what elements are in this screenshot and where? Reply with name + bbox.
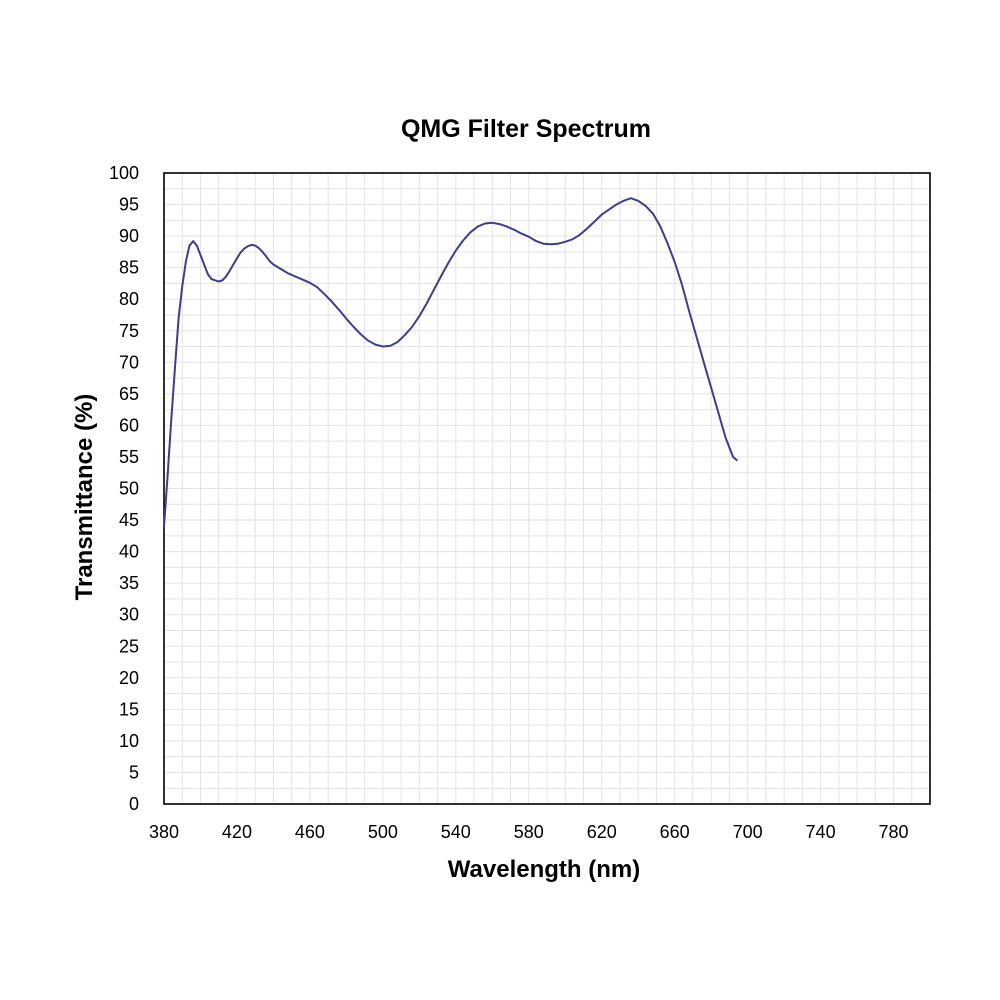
series-line bbox=[163, 197, 738, 528]
y-tick-label: 50 bbox=[119, 479, 139, 499]
y-tick-label: 65 bbox=[119, 384, 139, 404]
x-tick-label: 500 bbox=[368, 822, 398, 842]
y-tick-label: 40 bbox=[119, 542, 139, 562]
x-tick-label: 460 bbox=[295, 822, 325, 842]
gridlines bbox=[164, 173, 930, 804]
x-axis-label: Wavelength (nm) bbox=[448, 856, 640, 883]
y-tick-label: 100 bbox=[109, 163, 139, 183]
y-tick-label: 5 bbox=[129, 762, 139, 782]
y-tick-label: 60 bbox=[119, 415, 139, 435]
y-tick-label: 75 bbox=[119, 321, 139, 341]
x-tick-label: 660 bbox=[660, 822, 690, 842]
y-axis-label: Transmittance (%) bbox=[71, 394, 98, 601]
y-tick-label: 45 bbox=[119, 510, 139, 530]
y-tick-label: 90 bbox=[119, 226, 139, 246]
x-tick-label: 540 bbox=[441, 822, 471, 842]
y-tick-label: 10 bbox=[119, 731, 139, 751]
x-tick-labels: 380 420 460 500 540 580 620 660 700 740 780 bbox=[149, 822, 909, 842]
y-tick-label: 70 bbox=[119, 352, 139, 372]
y-tick-label: 0 bbox=[129, 794, 139, 814]
chart-title: QMG Filter Spectrum bbox=[401, 115, 651, 143]
x-tick-label: 780 bbox=[879, 822, 909, 842]
y-tick-label: 20 bbox=[119, 668, 139, 688]
y-tick-labels: 0 5 10 15 20 25 30 35 40 45 50 55 60 65 70 75 80 85 90 95 10… bbox=[109, 163, 139, 814]
y-tick-label: 85 bbox=[119, 258, 139, 278]
y-tick-label: 15 bbox=[119, 699, 139, 719]
y-tick-label: 35 bbox=[119, 573, 139, 593]
y-tick-label: 55 bbox=[119, 447, 139, 467]
x-tick-label: 380 bbox=[149, 822, 179, 842]
y-tick-label: 25 bbox=[119, 636, 139, 656]
y-tick-label: 30 bbox=[119, 605, 139, 625]
x-tick-label: 740 bbox=[806, 822, 836, 842]
x-tick-label: 620 bbox=[587, 822, 617, 842]
series-layer bbox=[163, 197, 738, 528]
y-tick-label: 80 bbox=[119, 289, 139, 309]
y-tick-label: 95 bbox=[119, 195, 139, 215]
x-tick-label: 700 bbox=[733, 822, 763, 842]
x-tick-label: 420 bbox=[222, 822, 252, 842]
x-tick-label: 580 bbox=[514, 822, 544, 842]
plot-area bbox=[163, 172, 931, 805]
